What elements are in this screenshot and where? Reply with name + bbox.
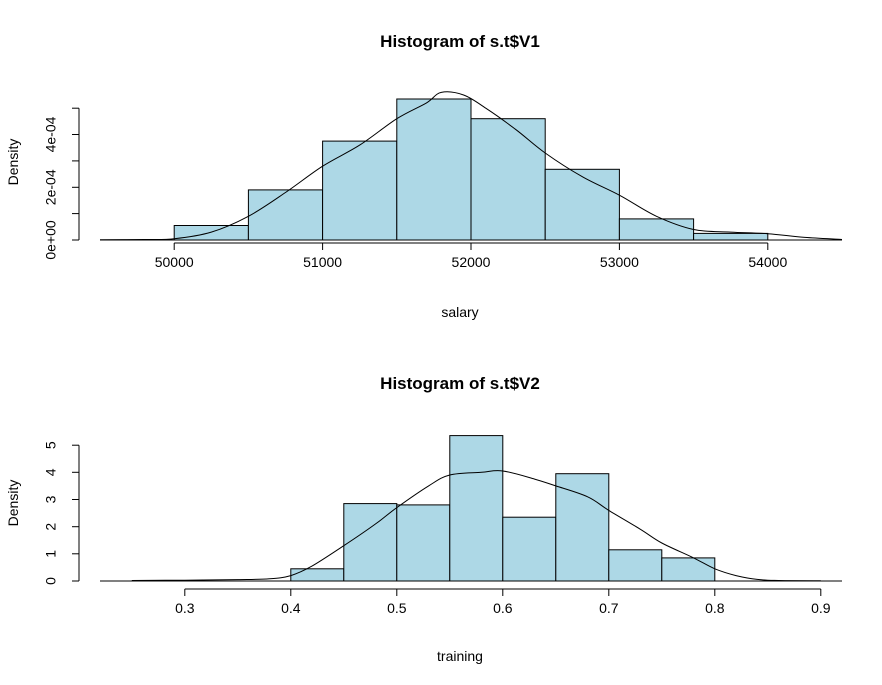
density-curve-group — [100, 470, 842, 582]
x-tick-label: 0.5 — [387, 600, 407, 616]
x-axis: 50000 51000 52000 53000 54000 — [155, 242, 787, 270]
chart-title: Histogram of s.t$V1 — [380, 32, 540, 51]
y-tick-label: 2 — [43, 523, 59, 531]
density-curve — [99, 91, 843, 241]
x-tick-label: 51000 — [303, 254, 342, 270]
x-tick-label: 54000 — [748, 254, 787, 270]
x-tick-label: 0.3 — [175, 600, 195, 616]
x-tick-label: 0.8 — [705, 600, 725, 616]
x-tick-label: 0.4 — [281, 600, 301, 616]
histogram-bar — [247, 189, 324, 241]
density-curve — [131, 470, 821, 582]
y-axis-label: Density — [5, 139, 21, 186]
histogram-bar — [396, 98, 472, 241]
y-tick-label: 0e+00 — [43, 220, 59, 260]
x-axis-label: training — [437, 648, 483, 664]
y-axis: 0 1 2 3 4 5 — [43, 441, 80, 585]
histogram-bar — [555, 473, 610, 582]
histogram-bars — [173, 98, 769, 241]
histogram-bar — [322, 140, 398, 241]
x-tick-label: 0.7 — [599, 600, 619, 616]
histogram-bar — [290, 568, 345, 582]
x-tick-label: 53000 — [600, 254, 639, 270]
x-tick-label: 0.6 — [493, 600, 513, 616]
y-axis-label: Density — [5, 480, 21, 527]
histogram-bars — [290, 435, 716, 582]
y-tick-label: 1 — [43, 550, 59, 558]
histogram-bar — [470, 118, 546, 241]
training-histogram-panel: Histogram of s.t$V2 training Density 0.3… — [5, 374, 842, 664]
histogram-bar — [449, 435, 504, 582]
y-tick-label: 4 — [43, 468, 59, 476]
chart-title: Histogram of s.t$V2 — [380, 374, 540, 393]
histogram-bar — [544, 168, 620, 241]
y-tick-label: 5 — [43, 441, 59, 449]
salary-histogram-panel: Histogram of s.t$V1 salary Density 50000… — [5, 32, 843, 320]
y-tick-label: 2e-04 — [43, 169, 59, 205]
x-tick-label: 0.9 — [811, 600, 831, 616]
histogram-bar — [343, 503, 398, 582]
histogram-bar — [608, 549, 663, 582]
x-tick-label: 52000 — [452, 254, 491, 270]
y-tick-label: 0 — [43, 577, 59, 585]
x-tick-label: 50000 — [155, 254, 194, 270]
histogram-bar — [693, 232, 769, 241]
y-tick-label: 4e-04 — [43, 116, 59, 152]
histogram-bar — [661, 557, 716, 582]
histogram-bar — [396, 504, 451, 582]
y-axis: 0e+00 2e-04 4e-04 — [43, 107, 80, 260]
y-tick-label: 3 — [43, 495, 59, 503]
x-axis: 0.3 0.4 0.5 0.6 0.7 0.8 0.9 — [175, 588, 831, 616]
x-axis-label: salary — [441, 304, 478, 320]
density-curve-group — [99, 91, 843, 241]
histogram-bar — [502, 516, 557, 582]
histogram-bar — [618, 218, 695, 241]
